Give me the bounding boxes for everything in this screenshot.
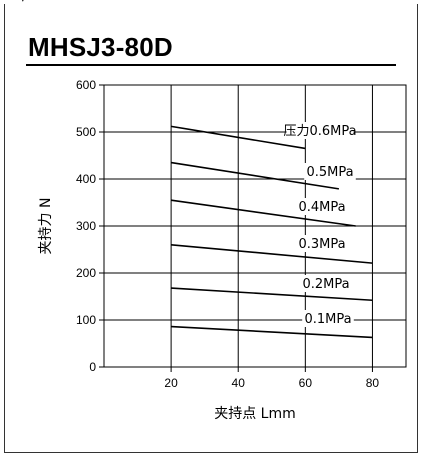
grid bbox=[99, 84, 407, 372]
series-label-bg bbox=[296, 198, 348, 215]
series-label-bg bbox=[302, 310, 354, 327]
series-line bbox=[170, 161, 340, 190]
y-tick-label: 0 bbox=[89, 360, 96, 374]
chart-frame bbox=[4, 4, 418, 453]
chart-title: MHSJ3-80D bbox=[28, 32, 173, 62]
x-tick-label: 80 bbox=[366, 376, 380, 390]
series-label-bg bbox=[304, 163, 356, 180]
y-tick-label: 100 bbox=[76, 313, 96, 327]
x-axis-label: 夹持点 Lmm bbox=[214, 406, 296, 422]
title-rule bbox=[26, 64, 396, 66]
series-label: 0.2MPa bbox=[302, 277, 349, 292]
series-label: 压力0.6MPa bbox=[283, 124, 356, 139]
series-label: 0.4MPa bbox=[298, 200, 345, 215]
y-tick-label: 500 bbox=[76, 125, 96, 139]
series-label: 0.1MPa bbox=[304, 312, 351, 327]
series-label: 0.5MPa bbox=[306, 165, 353, 180]
series-line bbox=[170, 125, 306, 150]
series-label-bg bbox=[286, 122, 354, 139]
y-tick-label: 200 bbox=[76, 266, 96, 280]
y-tick-label: 300 bbox=[76, 219, 96, 233]
series-label: 0.3MPa bbox=[298, 237, 345, 252]
x-tick-label: 20 bbox=[164, 376, 178, 390]
y-tick-label: 400 bbox=[76, 172, 96, 186]
series-label-bg bbox=[300, 275, 352, 292]
series-lines bbox=[170, 125, 373, 339]
x-tick-label: 40 bbox=[232, 376, 246, 390]
series-line bbox=[171, 287, 373, 302]
series-line bbox=[171, 244, 373, 264]
series-labels: 压力0.6MPa 0.5MPa 0.4MPa 0.3MPa 0.2MPa 0.1MPa bbox=[283, 122, 357, 327]
x-tick-label: 60 bbox=[299, 376, 313, 390]
series-line bbox=[171, 199, 356, 227]
tick-labels: 0 100 200 300 400 500 600 20 40 60 80 bbox=[76, 78, 379, 390]
series-label-bg bbox=[296, 235, 348, 252]
top-fragment: / bbox=[22, 0, 27, 4]
series-line bbox=[171, 325, 373, 339]
y-tick-label: 600 bbox=[76, 78, 96, 92]
y-axis-label: 夹持力 N bbox=[38, 198, 54, 255]
